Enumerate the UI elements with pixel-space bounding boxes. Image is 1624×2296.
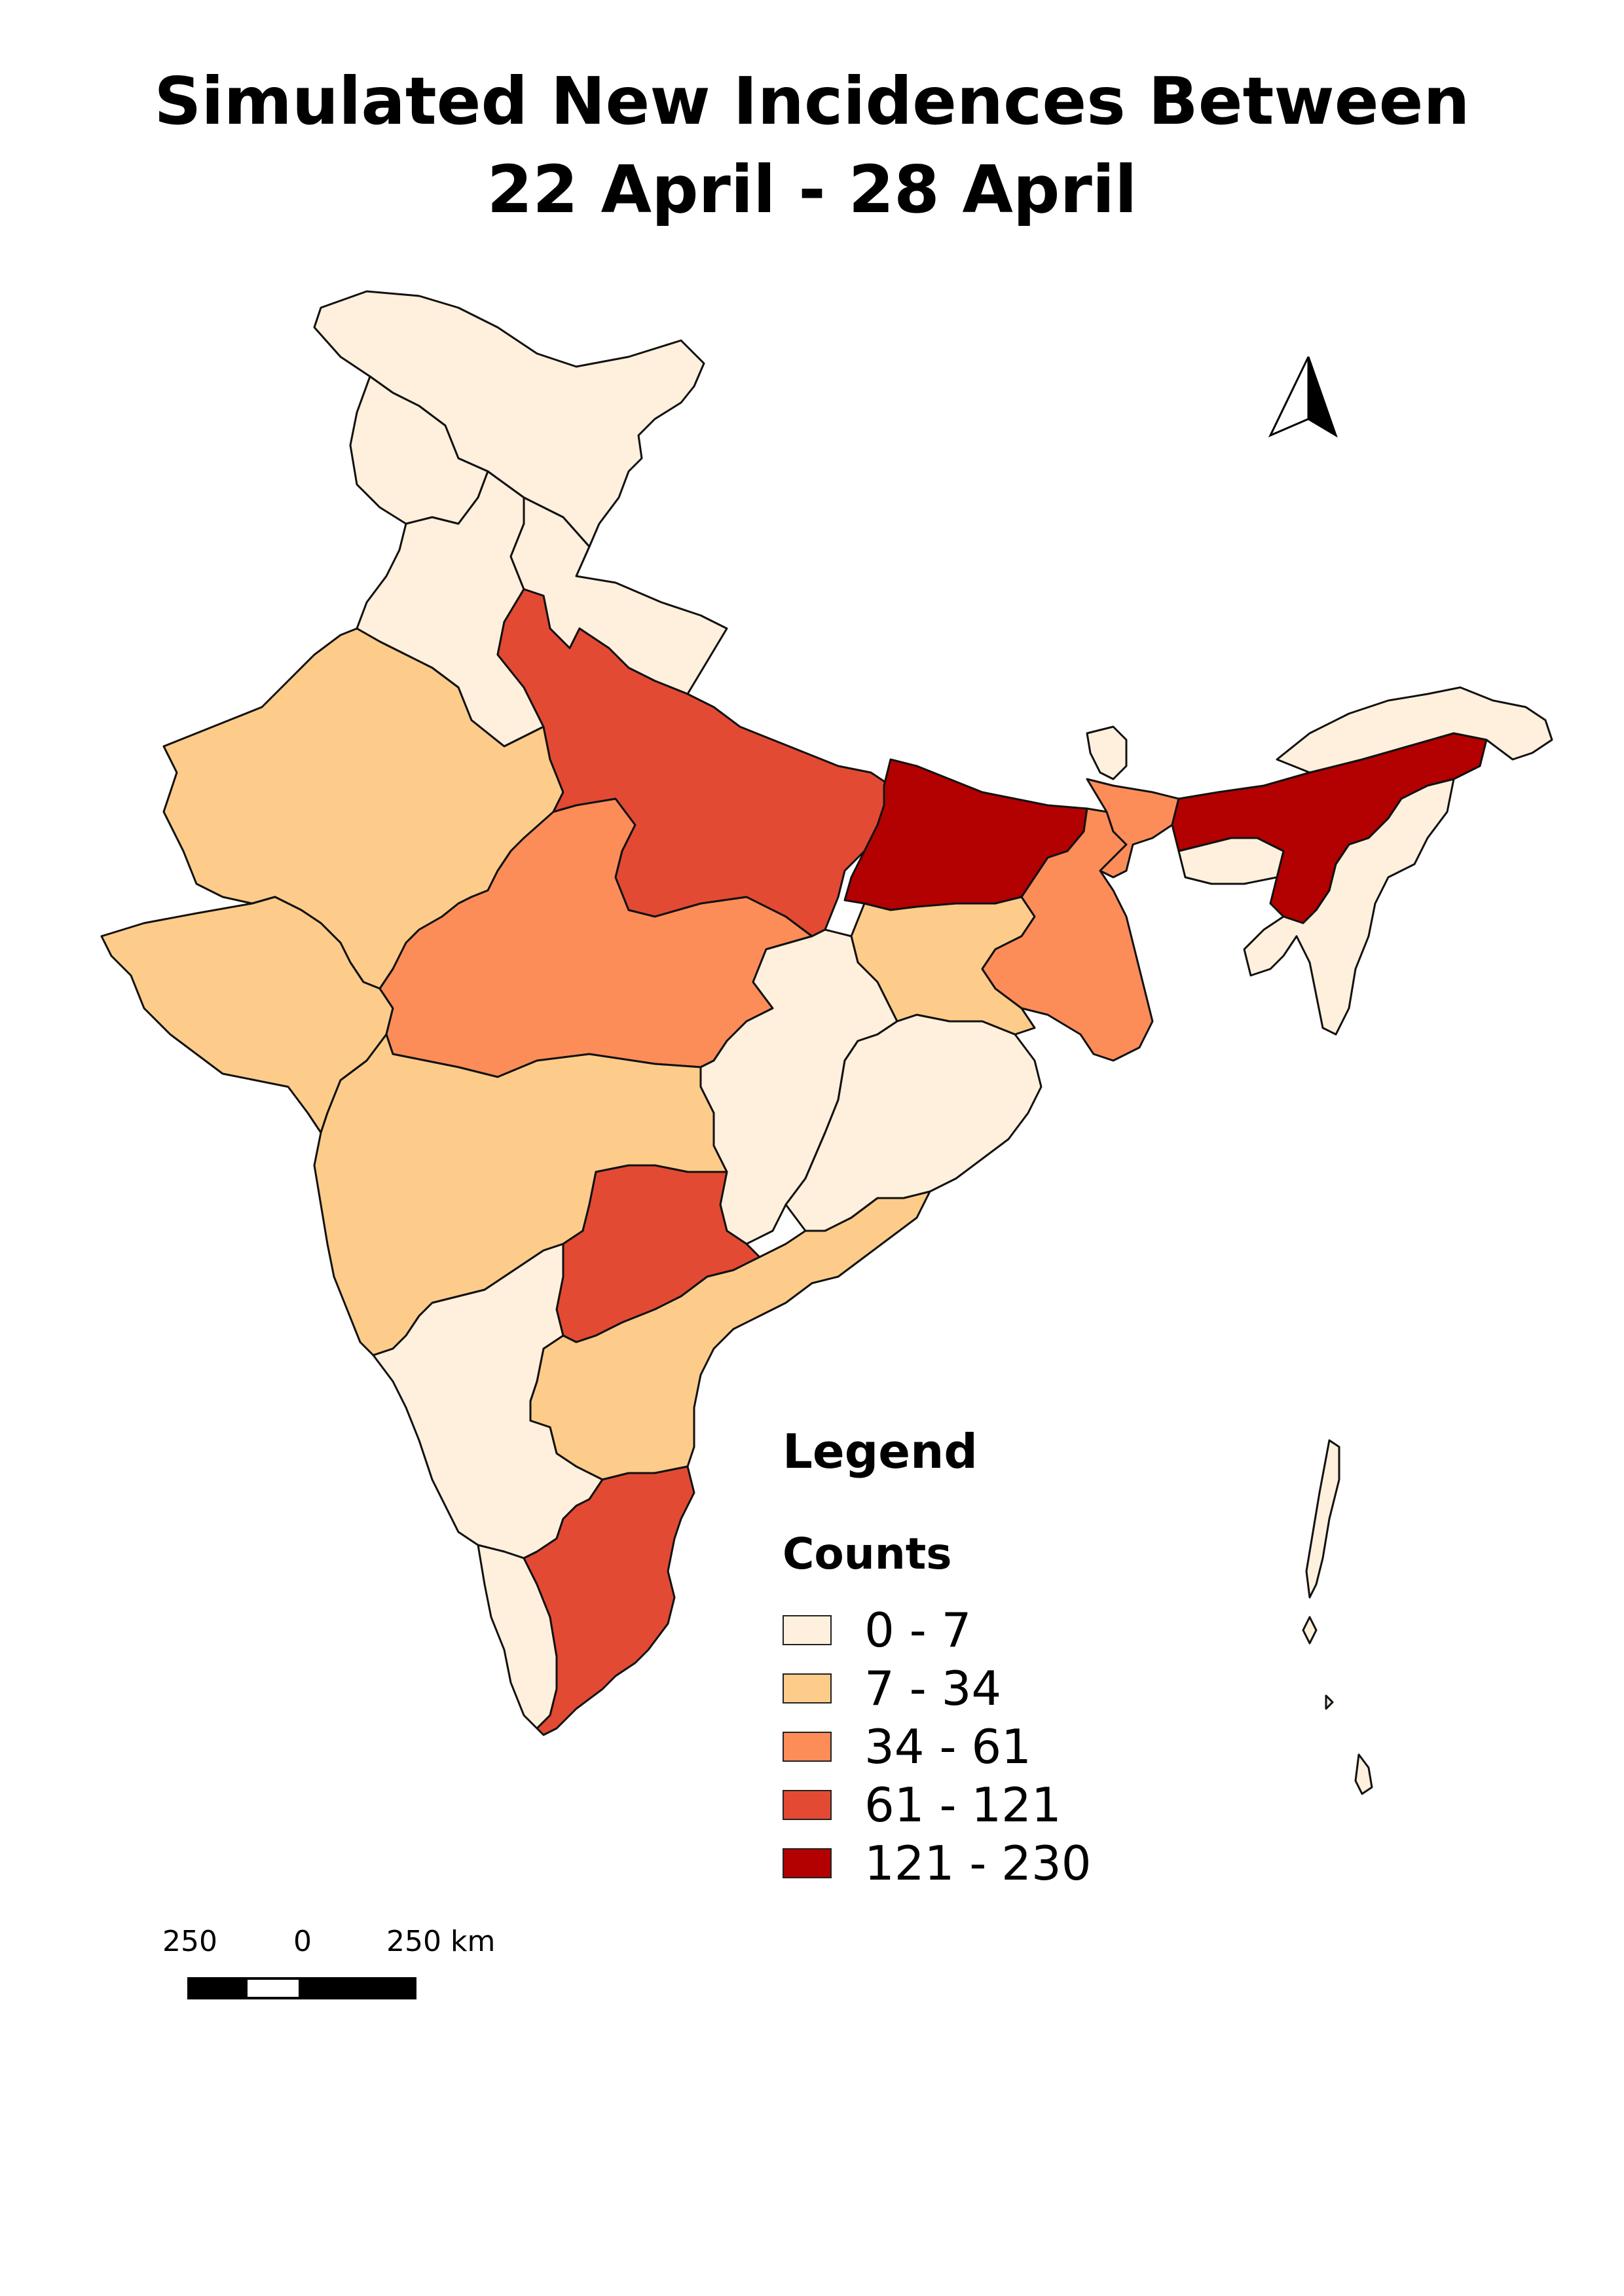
legend-heading: Legend bbox=[783, 1424, 978, 1479]
legend-label: 7 - 34 bbox=[864, 1660, 1002, 1716]
legend-item: 0 - 7 bbox=[783, 1601, 1092, 1659]
legend-label: 0 - 7 bbox=[864, 1602, 972, 1658]
scale-label-right: 250 km bbox=[386, 1925, 496, 1958]
legend-subheading: Counts bbox=[783, 1529, 952, 1579]
scale-label-left: 250 bbox=[162, 1925, 217, 1958]
legend-label: 61 - 121 bbox=[864, 1777, 1061, 1832]
legend-item: 34 - 61 bbox=[783, 1717, 1092, 1776]
legend-item: 61 - 121 bbox=[783, 1776, 1092, 1834]
legend-label: 121 - 230 bbox=[864, 1835, 1092, 1891]
legend-label: 34 - 61 bbox=[864, 1719, 1031, 1774]
region-northeast-hills-north[interactable] bbox=[1276, 686, 1553, 774]
legend-swatch bbox=[783, 1673, 832, 1704]
legend-swatch bbox=[783, 1848, 832, 1878]
legend-list: 0 - 7 7 - 34 34 - 61 61 - 121 121 - 230 bbox=[783, 1601, 1092, 1892]
region-southern-tip-east[interactable] bbox=[523, 1465, 695, 1736]
scale-segment-black-right bbox=[300, 1977, 416, 1999]
map-regions bbox=[100, 290, 1553, 1795]
scale-segment-white bbox=[245, 1977, 301, 1999]
scale-label-center: 0 bbox=[293, 1925, 312, 1958]
legend-swatch bbox=[783, 1614, 832, 1645]
region-corridor[interactable] bbox=[1086, 778, 1180, 879]
region-northeast-hills-south[interactable] bbox=[1243, 778, 1455, 1036]
map-title-line2: 22 April - 28 April bbox=[487, 151, 1137, 228]
region-northeast-hills-mid[interactable] bbox=[1177, 837, 1285, 885]
legend-item: 121 - 230 bbox=[783, 1834, 1092, 1892]
region-island-chain[interactable] bbox=[1302, 1439, 1373, 1795]
legend-swatch bbox=[783, 1789, 832, 1820]
scale-bar bbox=[187, 1977, 416, 1999]
region-himalayan-small-state[interactable] bbox=[1086, 725, 1128, 780]
legend-item: 7 - 34 bbox=[783, 1659, 1092, 1717]
legend-swatch bbox=[783, 1731, 832, 1762]
region-southwest-plateau[interactable] bbox=[372, 1243, 604, 1559]
scale-segment-black-left bbox=[187, 1977, 246, 1999]
region-east-coast-south[interactable] bbox=[529, 1190, 931, 1481]
map-title-line1: Simulated New Incidences Between bbox=[154, 63, 1470, 139]
north-arrow-icon bbox=[1268, 356, 1338, 438]
